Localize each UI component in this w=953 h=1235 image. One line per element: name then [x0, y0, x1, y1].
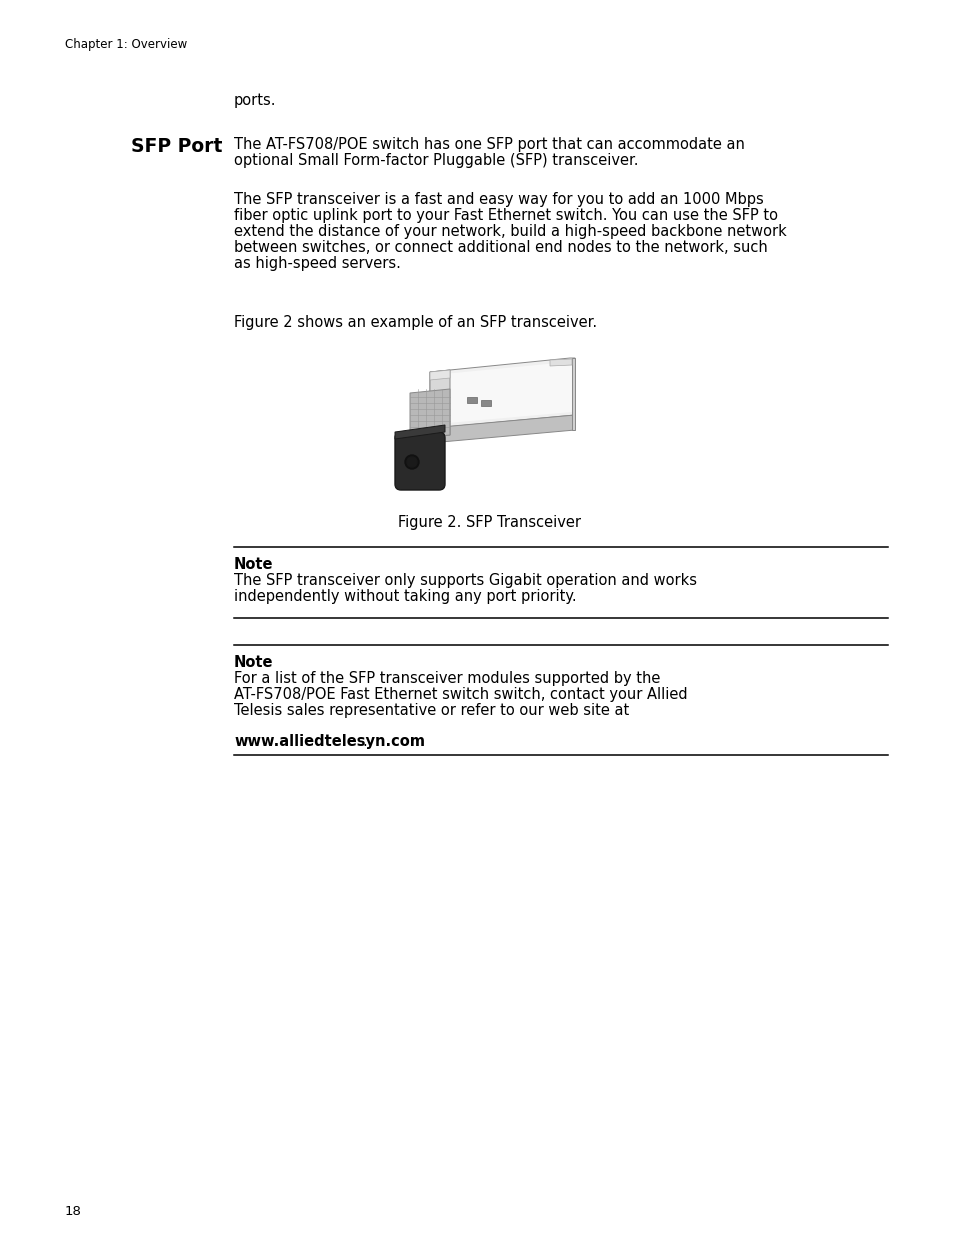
Polygon shape	[550, 359, 572, 366]
Text: The SFP transceiver is a fast and easy way for you to add an 1000 Mbps: The SFP transceiver is a fast and easy w…	[233, 191, 763, 207]
Polygon shape	[410, 389, 450, 438]
Circle shape	[405, 454, 418, 469]
Text: independently without taking any port priority.: independently without taking any port pr…	[233, 589, 576, 604]
Text: AT-FS708/POE Fast Ethernet switch switch, contact your Allied: AT-FS708/POE Fast Ethernet switch switch…	[233, 687, 687, 701]
Text: 18: 18	[65, 1205, 82, 1218]
Polygon shape	[433, 362, 572, 424]
Text: Note: Note	[233, 557, 274, 572]
Polygon shape	[430, 370, 450, 380]
Text: fiber optic uplink port to your Fast Ethernet switch. You can use the SFP to: fiber optic uplink port to your Fast Eth…	[233, 207, 778, 224]
Polygon shape	[395, 425, 444, 438]
Polygon shape	[430, 415, 575, 443]
Text: between switches, or connect additional end nodes to the network, such: between switches, or connect additional …	[233, 240, 767, 254]
Polygon shape	[467, 396, 476, 403]
Text: Figure 2 shows an example of an SFP transceiver.: Figure 2 shows an example of an SFP tran…	[233, 315, 597, 330]
Text: .: .	[361, 734, 366, 748]
Text: Telesis sales representative or refer to our web site at: Telesis sales representative or refer to…	[233, 703, 629, 718]
FancyBboxPatch shape	[395, 432, 444, 490]
Text: SFP Port: SFP Port	[131, 137, 222, 156]
Polygon shape	[480, 400, 491, 406]
Text: ports.: ports.	[233, 93, 276, 107]
Text: For a list of the SFP transceiver modules supported by the: For a list of the SFP transceiver module…	[233, 671, 659, 685]
Text: The SFP transceiver only supports Gigabit operation and works: The SFP transceiver only supports Gigabi…	[233, 573, 697, 588]
Text: optional Small Form-factor Pluggable (SFP) transceiver.: optional Small Form-factor Pluggable (SF…	[233, 153, 638, 168]
Text: Chapter 1: Overview: Chapter 1: Overview	[65, 38, 187, 51]
Text: www.alliedtelesyn.com: www.alliedtelesyn.com	[233, 734, 424, 748]
Text: Figure 2. SFP Transceiver: Figure 2. SFP Transceiver	[398, 515, 581, 530]
Polygon shape	[430, 370, 450, 437]
Text: extend the distance of your network, build a high-speed backbone network: extend the distance of your network, bui…	[233, 224, 786, 240]
Text: The AT-FS708/POE switch has one SFP port that can accommodate an: The AT-FS708/POE switch has one SFP port…	[233, 137, 744, 152]
Text: Note: Note	[233, 655, 274, 671]
Polygon shape	[430, 358, 575, 429]
Circle shape	[407, 457, 416, 467]
Polygon shape	[572, 358, 575, 430]
Text: as high-speed servers.: as high-speed servers.	[233, 256, 400, 270]
